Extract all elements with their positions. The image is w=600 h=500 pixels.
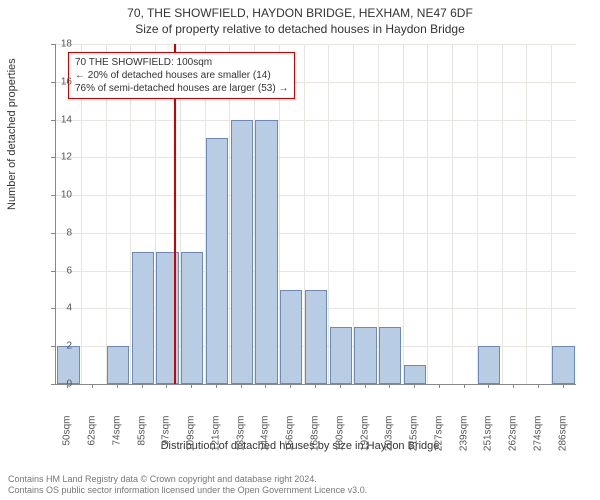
x-tick-label: 274sqm [532,416,543,460]
chart-container: 70, THE SHOWFIELD, HAYDON BRIDGE, HEXHAM… [0,0,600,500]
x-tick [414,384,415,388]
gridline-v [502,44,503,384]
bar [305,290,327,384]
bar [206,138,228,384]
x-tick [265,384,266,388]
annotation-line3: 76% of semi-detached houses are larger (… [75,82,288,95]
x-tick [340,384,341,388]
y-axis-label: Number of detached properties [6,58,18,210]
x-tick [513,384,514,388]
x-tick-label: 180sqm [334,416,345,460]
x-tick-label: 85sqm [136,416,147,460]
bar [231,120,253,384]
y-tick [51,271,55,272]
x-tick [142,384,143,388]
x-tick [117,384,118,388]
y-tick-label: 6 [54,265,72,276]
bar [330,327,352,384]
x-tick [290,384,291,388]
y-tick [51,346,55,347]
x-tick-label: 215sqm [409,416,420,460]
x-tick-label: 156sqm [285,416,296,460]
y-tick [51,308,55,309]
y-tick-label: 12 [54,152,72,163]
y-tick [51,82,55,83]
y-tick [51,233,55,234]
gridline-v [477,44,478,384]
x-tick-label: 227sqm [433,416,444,460]
bar [107,346,129,384]
bar [354,327,376,384]
x-tick [439,384,440,388]
x-tick [216,384,217,388]
annotation-line2: ← 20% of detached houses are smaller (14… [75,69,288,82]
gridline-v [551,44,552,384]
gridline-h [56,195,576,196]
x-tick-label: 109sqm [186,416,197,460]
gridline-h [56,120,576,121]
y-tick-label: 14 [54,114,72,125]
x-tick-label: 62sqm [87,416,98,460]
y-tick-label: 4 [54,303,72,314]
annotation-line1: 70 THE SHOWFIELD: 100sqm [75,56,288,69]
gridline-h [56,157,576,158]
x-tick-label: 144sqm [260,416,271,460]
y-tick [51,120,55,121]
x-tick-label: 286sqm [557,416,568,460]
gridline-v [526,44,527,384]
x-tick-label: 74sqm [111,416,122,460]
annotation-box: 70 THE SHOWFIELD: 100sqm ← 20% of detach… [68,52,295,99]
footer-line1: Contains HM Land Registry data © Crown c… [8,474,367,485]
x-tick [464,384,465,388]
y-tick [51,157,55,158]
bar [280,290,302,384]
bar [379,327,401,384]
x-tick-label: 168sqm [310,416,321,460]
gridline-h [56,233,576,234]
gridline-v [427,44,428,384]
gridline-v [452,44,453,384]
x-tick [315,384,316,388]
chart-title-line2: Size of property relative to detached ho… [0,20,600,36]
y-tick-label: 8 [54,227,72,238]
x-tick [488,384,489,388]
x-tick [191,384,192,388]
x-tick [563,384,564,388]
y-tick-label: 10 [54,190,72,201]
x-tick [67,384,68,388]
bar [478,346,500,384]
bar [404,365,426,384]
gridline-h [56,44,576,45]
x-tick [389,384,390,388]
x-tick-label: 192sqm [359,416,370,460]
x-tick-label: 251sqm [483,416,494,460]
x-tick-label: 50sqm [62,416,73,460]
footer-line2: Contains OS public sector information li… [8,485,367,496]
x-tick [166,384,167,388]
bar [552,346,574,384]
bar [255,120,277,384]
x-tick [365,384,366,388]
x-tick-label: 133sqm [235,416,246,460]
x-tick [538,384,539,388]
y-tick-label: 18 [54,39,72,50]
footer-text: Contains HM Land Registry data © Crown c… [8,474,367,496]
gridline-v [403,44,404,384]
y-tick-label: 0 [54,379,72,390]
y-tick [51,44,55,45]
chart-title-line1: 70, THE SHOWFIELD, HAYDON BRIDGE, HEXHAM… [0,0,600,20]
x-tick-label: 203sqm [384,416,395,460]
x-tick-label: 97sqm [161,416,172,460]
y-tick-label: 2 [54,341,72,352]
bar [132,252,154,384]
x-tick-label: 121sqm [210,416,221,460]
bar [181,252,203,384]
x-tick [92,384,93,388]
x-tick-label: 239sqm [458,416,469,460]
x-tick [241,384,242,388]
y-tick-label: 16 [54,76,72,87]
y-tick [51,384,55,385]
x-tick-label: 262sqm [508,416,519,460]
y-tick [51,195,55,196]
